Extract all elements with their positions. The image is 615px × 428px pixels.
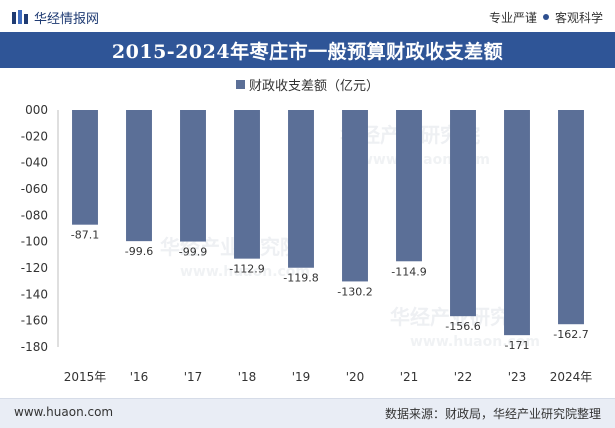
bar bbox=[558, 110, 584, 325]
bars bbox=[72, 110, 584, 336]
header-tags: 专业严谨 客观科学 bbox=[489, 8, 603, 26]
bar bbox=[450, 110, 476, 317]
legend-label: 财政收支差额（亿元） bbox=[248, 78, 379, 94]
footer: www.huaon.com 数据来源：财政局，华经产业研究院整理 bbox=[0, 398, 615, 428]
bar bbox=[288, 110, 314, 268]
brand-name: 华经情报网 bbox=[34, 11, 100, 27]
bar bbox=[72, 110, 98, 225]
y-tick-label: -080 bbox=[21, 208, 48, 222]
y-tick-label: -180 bbox=[21, 340, 48, 354]
bar bbox=[126, 110, 152, 242]
bar-value-label: -162.7 bbox=[553, 328, 588, 341]
bar-value-label: -119.8 bbox=[283, 272, 318, 285]
top-bar: 华经情报网 专业严谨 客观科学 bbox=[0, 0, 615, 32]
x-tick-label: '16 bbox=[130, 370, 149, 384]
x-tick-label: '22 bbox=[454, 370, 473, 384]
bar-value-label: -156.6 bbox=[445, 320, 480, 333]
y-tick-label: -120 bbox=[21, 261, 48, 275]
y-axis-ticks: 000 -020 -040 -060 -080 -100 -120 -140 -160 -180 bbox=[21, 103, 48, 354]
bar bbox=[396, 110, 422, 262]
bar bbox=[504, 110, 530, 336]
y-tick-label: -060 bbox=[21, 182, 48, 196]
chart-title: 2015-2024年枣庄市一般预算财政收支差额 bbox=[111, 40, 504, 63]
bar-chart: 华经产业研究院www.huaon.com华经产业研究院www.huaon.com… bbox=[21, 103, 593, 384]
watermark-url: www.huaon.com bbox=[410, 334, 540, 350]
x-tick-label: '23 bbox=[508, 370, 527, 384]
x-tick-label: 2015年 bbox=[64, 370, 107, 384]
x-axis-labels: 2015年 '16 '17 '18 '19 '20 '21 '22 '23 2024年 bbox=[64, 370, 593, 384]
y-tick-label: -040 bbox=[21, 156, 48, 170]
tag-professional: 专业严谨 bbox=[488, 10, 537, 25]
x-tick-label: '18 bbox=[238, 370, 257, 384]
x-tick-label: '17 bbox=[184, 370, 203, 384]
y-tick-label: -100 bbox=[21, 235, 48, 249]
legend-swatch bbox=[235, 79, 245, 89]
bar-value-label: -171 bbox=[505, 339, 530, 352]
bar-value-label: -87.1 bbox=[71, 229, 99, 242]
bar-value-label: -112.9 bbox=[229, 263, 264, 276]
bar-value-label: -130.2 bbox=[337, 285, 372, 298]
watermark-url: www.huaon.com bbox=[180, 264, 310, 280]
x-tick-label: '21 bbox=[400, 370, 419, 384]
bar-value-label: -114.9 bbox=[391, 265, 426, 278]
x-tick-label: 2024年 bbox=[550, 370, 593, 384]
y-tick-label: -020 bbox=[21, 129, 48, 143]
y-tick-label: -140 bbox=[21, 287, 48, 301]
bar bbox=[234, 110, 260, 259]
y-tick-label: -160 bbox=[21, 314, 48, 328]
tag-objective: 客观科学 bbox=[554, 10, 603, 25]
brand-logo-icon bbox=[12, 10, 28, 24]
title-bar: 2015-2024年枣庄市一般预算财政收支差额 bbox=[0, 32, 615, 68]
bar-value-labels: -87.1 -99.6 -99.9 -112.9 -119.8 -130.2 -114.9 -… bbox=[71, 229, 589, 352]
separator-dot-icon bbox=[542, 14, 549, 20]
bar-value-label: -99.9 bbox=[179, 246, 207, 259]
bar bbox=[342, 110, 368, 282]
bar-value-label: -99.6 bbox=[125, 245, 153, 258]
y-tick-label: 000 bbox=[25, 103, 48, 117]
x-tick-label: '20 bbox=[346, 370, 365, 384]
legend: 财政收支差额（亿元） bbox=[0, 74, 615, 94]
bar bbox=[180, 110, 206, 242]
x-tick-label: '19 bbox=[292, 370, 311, 384]
footer-source: 数据来源：财政局，华经产业研究院整理 bbox=[384, 407, 601, 421]
brand[interactable]: 华经情报网 bbox=[12, 8, 100, 27]
footer-website[interactable]: www.huaon.com bbox=[14, 405, 114, 419]
